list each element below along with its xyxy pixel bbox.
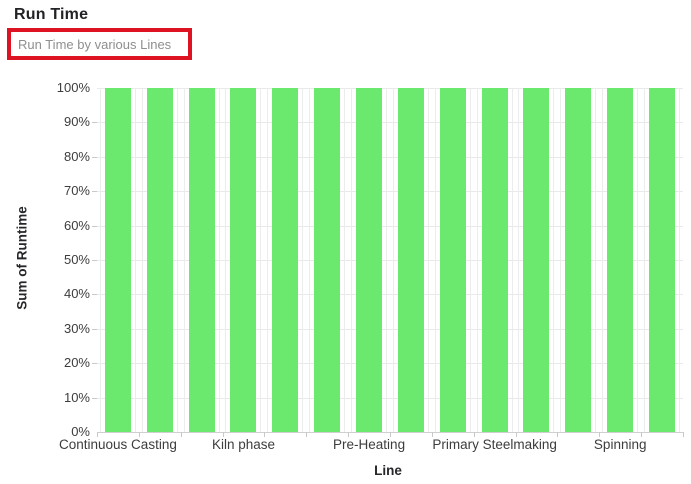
x-tick-mark [264,432,266,437]
gridline-horizontal [97,260,683,261]
gridline-horizontal [97,328,683,330]
gridline-horizontal [97,397,683,399]
plot-area [97,88,683,433]
runtime-bar[interactable] [356,88,383,432]
x-tick-mark [97,432,98,437]
x-tick-mark [180,432,182,437]
gridline-horizontal [97,294,683,296]
y-tick-label: 40% [63,286,90,302]
x-axis-title: Line [374,463,402,478]
bar-slot [264,88,306,432]
bar-slot [181,88,223,432]
runtime-bar[interactable] [481,88,508,432]
x-tick-mark [306,432,308,437]
category-band [434,88,471,432]
gridline-horizontal [97,191,683,193]
x-tick-mark [390,432,391,437]
runtime-bar[interactable] [314,88,341,432]
y-tick-label: 20% [63,355,90,371]
category-band [602,88,639,432]
runtime-bar[interactable] [104,88,131,432]
x-tick-label: Spinning [593,437,647,452]
runtime-bar[interactable] [523,88,550,432]
runtime-bar[interactable] [649,88,676,432]
x-tick-mark [683,432,684,437]
x-tick-label: Primary Steelmaking [432,437,557,452]
gridline-horizontal [97,363,683,365]
x-tick-mark [222,432,224,437]
gridline-horizontal [97,88,683,89]
y-tick-mark [92,363,97,365]
chart-subtitle: Run Time by various Lines [18,36,172,52]
y-tick-label: 50% [63,252,90,267]
category-band [183,88,220,432]
category-band [351,88,388,432]
x-tick-mark [641,432,643,437]
category-band [141,88,178,432]
bar-slot [348,88,390,432]
y-tick-label: 60% [63,217,90,233]
y-tick-mark [92,294,97,296]
runtime-bar[interactable] [230,88,257,432]
y-tick-mark [92,225,97,227]
runtime-bar[interactable] [565,88,592,432]
y-tick-mark [92,260,97,261]
x-tick-label: Kiln phase [211,437,276,452]
bar-slot [97,88,139,432]
category-band [476,88,513,432]
category-band [644,88,681,432]
y-tick-label: 0% [71,424,90,439]
x-tick-mark [599,432,601,437]
runtime-bar[interactable] [607,88,634,432]
x-tick-label: Pre-Heating [333,437,406,452]
x-tick-label: Continuous Casting [59,437,177,452]
bar-slot [432,88,474,432]
x-tick-mark [348,432,350,437]
y-tick-label: 90% [63,114,90,130]
y-tick-mark [92,397,97,399]
gridline-horizontal [97,225,683,227]
x-tick-mark [138,432,140,437]
runtime-bar[interactable] [146,88,173,432]
bar-slot [557,88,599,432]
category-band [518,88,555,432]
annotation-highlight-box: Run Time by various Lines [7,28,192,60]
bar-slot [390,88,432,432]
y-tick-label: 30% [63,320,90,336]
bar-slot [306,88,348,432]
category-band [225,88,262,432]
category-band [99,88,136,432]
x-tick-mark [557,432,559,437]
category-band [392,88,429,432]
bar-slot [641,88,683,432]
y-tick-mark [92,122,97,124]
bar-slot [223,88,265,432]
runtime-bar[interactable] [188,88,215,432]
page-title: Run Time [14,6,89,23]
bar-slot [474,88,516,432]
gridline-horizontal [97,156,683,158]
y-axis-title: Sum of Runtime [14,206,30,310]
y-tick-mark [92,191,97,193]
bar-slot [599,88,641,432]
runtime-bar[interactable] [397,88,424,432]
category-band [309,88,346,432]
x-tick-mark [473,432,475,437]
y-tick-label: 70% [63,183,90,199]
y-tick-mark [92,328,97,330]
gridline-horizontal [97,122,683,124]
runtime-bar[interactable] [439,88,466,432]
bar-slot [516,88,558,432]
runtime-bar[interactable] [272,88,299,432]
y-tick-label: 80% [63,148,90,164]
x-tick-mark [431,432,433,437]
x-tick-mark [515,432,517,437]
category-band [560,88,597,432]
category-band [267,88,304,432]
y-tick-label: 100% [56,80,90,95]
y-tick-mark [92,156,97,158]
y-tick-label: 10% [63,389,90,405]
bar-slot [139,88,181,432]
